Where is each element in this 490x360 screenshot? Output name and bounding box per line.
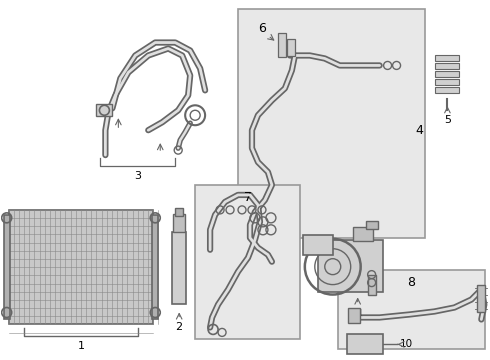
Text: 1: 1 [77, 341, 84, 351]
Text: 2: 2 [175, 323, 183, 332]
Bar [436, 63, 460, 69]
Bar [366, 221, 378, 229]
Bar [173, 214, 185, 232]
Bar [436, 71, 460, 77]
Text: 9: 9 [350, 240, 357, 250]
Text: 5: 5 [444, 115, 451, 125]
Text: 10: 10 [400, 339, 413, 349]
Bar [172, 232, 186, 303]
Bar [436, 87, 460, 93]
Bar [4, 215, 10, 319]
Bar [238, 9, 425, 238]
Text: 6: 6 [258, 22, 266, 35]
Text: 4: 4 [416, 124, 423, 137]
Bar [477, 285, 485, 312]
Bar [175, 208, 183, 216]
Bar [303, 235, 333, 255]
Text: 11: 11 [351, 310, 365, 319]
Bar [97, 104, 112, 116]
Bar [347, 334, 383, 354]
Bar [195, 185, 300, 339]
Text: 8: 8 [408, 276, 416, 289]
Bar [353, 227, 372, 241]
Bar [436, 55, 460, 62]
Bar [152, 215, 158, 319]
Bar [348, 307, 360, 323]
Bar [9, 210, 153, 324]
Text: 7: 7 [244, 192, 252, 204]
Bar [287, 39, 295, 57]
Bar [338, 270, 485, 349]
Bar [278, 32, 286, 58]
Bar [368, 275, 376, 294]
Bar [436, 80, 460, 85]
Bar [318, 240, 383, 292]
Text: 3: 3 [134, 171, 141, 181]
